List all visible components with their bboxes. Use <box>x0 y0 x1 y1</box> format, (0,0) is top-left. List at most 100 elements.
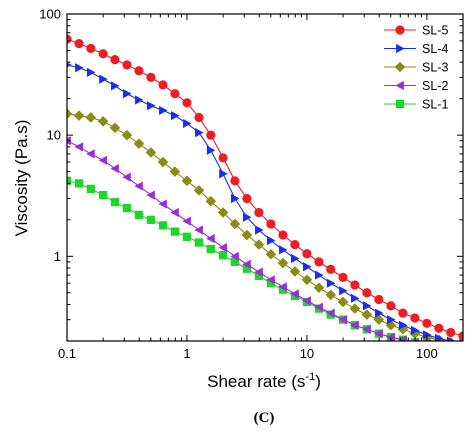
data-point <box>182 98 192 108</box>
data-point <box>195 127 204 138</box>
series-sl-4 <box>67 62 463 341</box>
data-point <box>171 111 180 121</box>
data-point <box>134 210 144 219</box>
data-point <box>325 289 337 301</box>
data-point <box>458 343 467 352</box>
data-point <box>205 195 217 207</box>
plot-frame <box>66 13 464 342</box>
series-line-sl-3 <box>67 113 448 341</box>
data-point <box>121 129 133 141</box>
data-point <box>349 303 361 314</box>
data-point <box>326 278 336 288</box>
series-sl-2 <box>67 136 467 352</box>
data-point <box>75 63 84 73</box>
data-point <box>111 81 120 91</box>
data-point <box>86 149 95 159</box>
data-point <box>182 216 191 226</box>
data-point <box>374 329 383 339</box>
data-point <box>290 289 299 299</box>
data-point <box>302 249 312 259</box>
data-point <box>385 319 397 331</box>
data-point <box>122 60 132 70</box>
data-point <box>422 318 432 328</box>
data-point <box>170 89 180 99</box>
data-point <box>253 239 265 250</box>
data-point <box>361 309 373 320</box>
data-point <box>109 122 121 134</box>
data-point <box>386 315 396 325</box>
legend: SL-5 SL-4 SL-3 SL-2 SL-1 <box>384 24 448 112</box>
data-point <box>350 320 359 330</box>
series-line-sl-4 <box>67 64 454 341</box>
data-point <box>230 176 240 186</box>
data-point <box>254 207 264 218</box>
legend-marker <box>395 25 405 35</box>
data-point <box>158 80 168 90</box>
data-point <box>218 251 228 260</box>
data-point <box>217 207 229 218</box>
data-point <box>170 207 179 218</box>
legend-label: SL-1 <box>422 98 448 112</box>
data-point <box>218 153 228 163</box>
data-point <box>146 190 155 200</box>
data-point <box>86 67 96 77</box>
x-tick-label: 0.1 <box>58 346 76 361</box>
data-point <box>134 66 144 76</box>
data-point <box>229 218 241 230</box>
data-point <box>134 181 143 191</box>
data-point <box>337 296 349 308</box>
legend-entry-sl-1: SL-1 <box>384 98 448 112</box>
data-point <box>170 227 180 236</box>
data-point <box>206 145 216 155</box>
legend-entry-sl-5: SL-5 <box>384 24 448 38</box>
data-point <box>74 38 84 49</box>
data-point <box>314 257 324 267</box>
plot-area <box>67 34 467 352</box>
data-point <box>230 257 240 266</box>
data-point <box>254 267 263 277</box>
data-point <box>302 296 311 306</box>
data-point <box>146 215 156 224</box>
data-point <box>85 112 97 123</box>
legend-marker <box>396 43 405 54</box>
x-tick-label: 100 <box>416 346 438 361</box>
data-point <box>386 332 395 341</box>
data-point <box>266 279 276 288</box>
data-point <box>412 337 419 341</box>
y-tick-label: 100 <box>39 7 61 22</box>
data-point <box>206 234 215 244</box>
data-point <box>373 314 385 325</box>
legend-label: SL-5 <box>422 24 448 38</box>
data-point <box>410 313 420 323</box>
data-point <box>194 225 203 235</box>
series-line-sl-5 <box>67 38 463 337</box>
axes: 0.1 1 10 100 1 10 100 <box>39 7 464 361</box>
data-point <box>67 176 72 185</box>
data-point <box>98 190 108 200</box>
data-point <box>410 325 420 335</box>
data-point <box>86 43 96 54</box>
data-point <box>74 142 83 152</box>
data-point <box>398 308 408 318</box>
legend-marker <box>395 80 404 91</box>
data-point <box>338 272 348 282</box>
data-point <box>67 108 73 120</box>
data-point <box>135 95 144 105</box>
data-point <box>98 49 108 59</box>
data-point <box>230 251 239 261</box>
data-point <box>446 342 455 351</box>
data-point <box>99 74 108 84</box>
data-point <box>266 219 276 229</box>
data-point <box>218 243 227 253</box>
data-point <box>122 203 132 213</box>
data-point <box>362 324 371 334</box>
figure-caption: (C) <box>254 410 275 426</box>
data-point <box>301 274 313 286</box>
data-point <box>123 89 132 99</box>
data-point <box>266 275 275 285</box>
data-point <box>313 282 325 294</box>
data-point <box>122 172 131 182</box>
data-point <box>326 308 335 318</box>
data-point <box>182 232 192 241</box>
